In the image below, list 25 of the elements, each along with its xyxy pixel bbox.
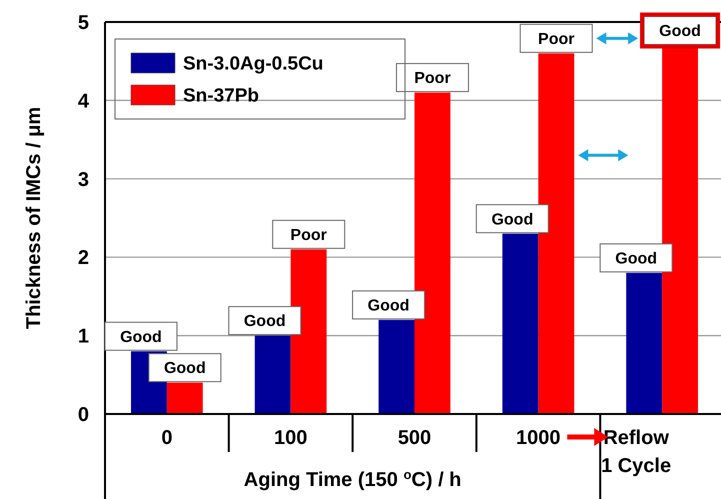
annotation: Good: [491, 211, 534, 228]
annotation: Poor: [538, 30, 574, 48]
y-tick-label: 0: [78, 404, 89, 426]
x-tick-label: 1000: [516, 427, 561, 449]
annotation: Good: [164, 360, 206, 378]
y-tick-label: 4: [78, 90, 90, 112]
x-tick-label: 100: [274, 427, 308, 449]
annotation: Poor: [290, 226, 327, 244]
y-tick-label: 1: [78, 326, 89, 348]
x-tick-label: 500: [398, 427, 432, 449]
x-axis-title: Aging Time (150 $^{o}$C) / h: [244, 466, 462, 491]
annotation: Good: [244, 313, 286, 330]
y-tick-label: 3: [78, 168, 89, 191]
annotation: Good: [615, 250, 658, 268]
legend-label: Sn-37Pb: [183, 86, 260, 107]
annotation: Poor: [414, 70, 451, 88]
y-axis-title: Thickness of IMCs / μm: [23, 106, 45, 330]
annotation: Good: [659, 23, 701, 40]
y-tick-label: 2: [78, 247, 89, 270]
annotation: Good: [368, 298, 410, 315]
legend-label: Sn-3.0Ag-0.5Cu: [183, 54, 324, 75]
x-tick-label: 0: [161, 427, 172, 449]
annotation: Good: [120, 328, 162, 346]
y-tick-label: 5: [78, 12, 89, 34]
x-tick-label: Reflow 1 Cycle: [601, 427, 672, 477]
